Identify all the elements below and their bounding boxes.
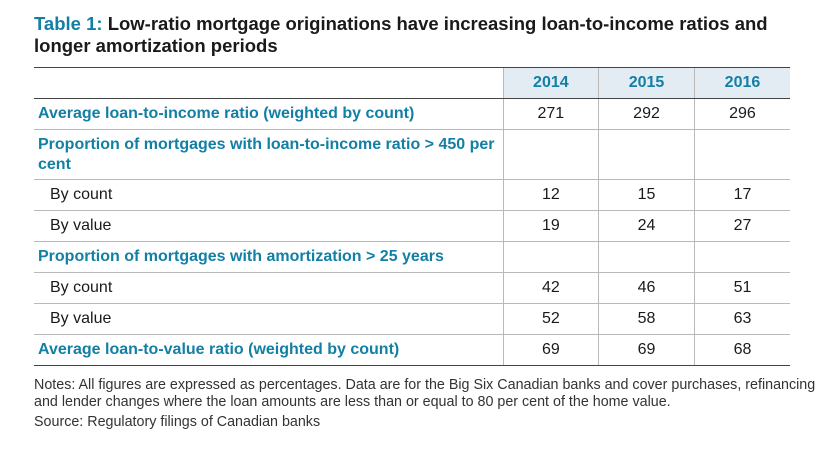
table-cell: 68 <box>693 334 791 366</box>
table-cell: 46 <box>598 272 695 304</box>
header-row: 2014 2015 2016 <box>34 67 791 99</box>
data-table: 2014 2015 2016 Average loan-to-income ra… <box>34 67 791 366</box>
table-cell: 51 <box>693 272 791 304</box>
table-row: By value 52 58 63 <box>34 303 791 335</box>
table-cell: 292 <box>598 98 695 130</box>
table-cell: 63 <box>693 303 791 335</box>
table-cell: 17 <box>693 179 791 211</box>
header-blank-cell <box>34 67 503 99</box>
table-cell: 69 <box>598 334 695 366</box>
table-cell: 12 <box>502 179 599 211</box>
table-row: Proportion of mortgages with amortizatio… <box>34 241 791 273</box>
table-cell <box>502 241 599 273</box>
row-label: By value <box>34 303 503 335</box>
table-row: By value 19 24 27 <box>34 210 791 242</box>
table-cell: 52 <box>502 303 599 335</box>
table-cell: 69 <box>502 334 599 366</box>
table-cell <box>693 241 791 273</box>
table-cell: 42 <box>502 272 599 304</box>
table-cell: 58 <box>598 303 695 335</box>
table-cell: 24 <box>598 210 695 242</box>
column-header: 2015 <box>598 67 695 99</box>
column-header: 2016 <box>693 67 791 99</box>
table-title-text: Low-ratio mortgage originations have inc… <box>34 13 768 56</box>
column-header: 2014 <box>502 67 599 99</box>
table-row: By count 12 15 17 <box>34 179 791 211</box>
table-row: Average loan-to-value ratio (weighted by… <box>34 334 791 366</box>
row-label: By count <box>34 179 503 211</box>
notes-text: Notes: All figures are expressed as perc… <box>34 377 816 410</box>
row-label: Proportion of mortgages with amortizatio… <box>34 241 503 273</box>
row-label: Average loan-to-value ratio (weighted by… <box>34 334 503 366</box>
table-cell: 19 <box>502 210 599 242</box>
table-title: Table 1: Low-ratio mortgage originations… <box>34 13 824 57</box>
table-cell: 296 <box>693 98 791 130</box>
table-cell: 27 <box>693 210 791 242</box>
table-cell <box>502 129 599 180</box>
row-label: Proportion of mortgages with loan-to-inc… <box>34 129 503 180</box>
row-label: By value <box>34 210 503 242</box>
table-cell <box>598 241 695 273</box>
table-cell: 15 <box>598 179 695 211</box>
source-text: Source: Regulatory filings of Canadian b… <box>34 414 321 430</box>
table-cell: 271 <box>502 98 599 130</box>
table-row: Proportion of mortgages with loan-to-inc… <box>34 129 791 180</box>
table-row: By count 42 46 51 <box>34 272 791 304</box>
table-cell <box>693 129 791 180</box>
table-cell <box>598 129 695 180</box>
table-row: Average loan-to-income ratio (weighted b… <box>34 98 791 130</box>
row-label: Average loan-to-income ratio (weighted b… <box>34 98 503 130</box>
table-number: Table 1: <box>34 13 103 34</box>
row-label: By count <box>34 272 503 304</box>
table-notes: Notes: All figures are expressed as perc… <box>34 377 824 431</box>
